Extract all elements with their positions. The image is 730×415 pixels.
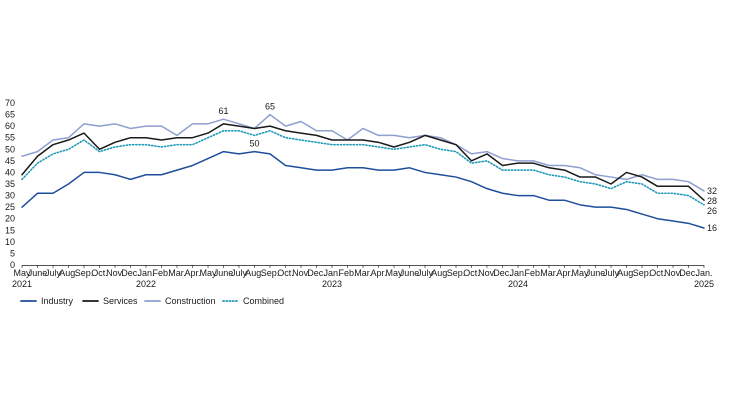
end-value-label: 26 [707, 206, 717, 216]
x-tick-label: May [385, 268, 403, 278]
x-tick-label: Aug. [59, 268, 78, 278]
x-tick-label: May [199, 268, 217, 278]
x-tick-label: Oct. [463, 268, 480, 278]
year-label: 2024 [508, 279, 528, 289]
x-tick-label: Aug. [431, 268, 450, 278]
x-tick-label: Mar. [168, 268, 186, 278]
x-tick-label: Feb. [152, 268, 170, 278]
legend-label: Industry [41, 296, 74, 306]
plot-lines [21, 113, 705, 229]
x-tick-label: Mar. [354, 268, 372, 278]
y-tick-label: 0 [10, 260, 15, 270]
x-tick-label: Jan. [323, 268, 340, 278]
y-tick-label: 10 [5, 237, 15, 247]
x-tick-label: Nov. [292, 268, 310, 278]
x-tick-label: Sep. [261, 268, 280, 278]
year-label: 2023 [322, 279, 342, 289]
end-value-label: 28 [707, 196, 717, 206]
series-line-combined [21, 129, 705, 206]
x-tick-label: Nov. [106, 268, 124, 278]
y-tick-label: 45 [5, 156, 15, 166]
x-tick-label: Nov. [664, 268, 682, 278]
x-tick-label: Jan. [509, 268, 526, 278]
x-tick-label: Apr. [556, 268, 572, 278]
x-tick-label: Aug. [617, 268, 636, 278]
y-tick-label: 60 [5, 121, 15, 131]
x-tick-label: Feb. [524, 268, 542, 278]
x-tick-label: Mar. [540, 268, 558, 278]
x-tick-label: Sep. [633, 268, 652, 278]
x-tick-label: Nov. [478, 268, 496, 278]
x-tick-label: June [214, 268, 234, 278]
x-tick-label: Oct. [649, 268, 666, 278]
y-tick-label: 70 [5, 98, 15, 108]
x-tick-label: July [603, 268, 620, 278]
x-tick-label: June [28, 268, 48, 278]
y-tick-label: 25 [5, 202, 15, 212]
end-value-label: 32 [707, 186, 717, 196]
x-axis: MayJuneJulyAug.Sep.Oct.Nov.Dec.Jan.Feb.M… [12, 265, 714, 289]
x-tick-label: May [571, 268, 589, 278]
x-tick-label: Apr. [184, 268, 200, 278]
legend: Industry Services Construction Combined [20, 296, 284, 306]
series-line-services [21, 123, 705, 201]
y-tick-label: 55 [5, 133, 15, 143]
year-label: 2021 [12, 279, 32, 289]
y-tick-label: 15 [5, 225, 15, 235]
y-tick-label: 40 [5, 167, 15, 177]
x-tick-label: Feb. [338, 268, 356, 278]
x-tick-label: July [417, 268, 434, 278]
x-tick-label: July [231, 268, 248, 278]
x-tick-label: Oct. [277, 268, 294, 278]
x-tick-label: July [45, 268, 62, 278]
end-value-label: 16 [707, 223, 717, 233]
series-line-construction [21, 113, 705, 192]
legend-label: Construction [165, 296, 216, 306]
series-line-industry [21, 150, 705, 229]
annotation-label: 61 [218, 106, 228, 116]
x-tick-label: Sep. [75, 268, 94, 278]
y-tick-label: 30 [5, 191, 15, 201]
annotation-label: 50 [249, 139, 259, 149]
year-label: 2022 [136, 279, 156, 289]
y-tick-label: 50 [5, 144, 15, 154]
annotation-label: 65 [265, 102, 275, 112]
x-tick-label: June [586, 268, 606, 278]
x-tick-label: June [400, 268, 420, 278]
x-tick-label: Jan. [695, 268, 712, 278]
x-tick-label: Jan. [137, 268, 154, 278]
x-tick-label: Dec. [307, 268, 326, 278]
x-tick-label: Apr. [370, 268, 386, 278]
y-tick-label: 5 [10, 248, 15, 258]
legend-label: Combined [243, 296, 284, 306]
x-tick-label: Oct. [91, 268, 108, 278]
legend-label: Services [103, 296, 138, 306]
x-tick-label: Sep. [447, 268, 466, 278]
year-label: 2025 [694, 279, 714, 289]
y-tick-label: 35 [5, 179, 15, 189]
y-tick-label: 65 [5, 110, 15, 120]
x-tick-label: Aug. [245, 268, 264, 278]
x-tick-label: May [13, 268, 31, 278]
x-tick-label: Dec. [121, 268, 140, 278]
x-tick-label: Dec. [679, 268, 698, 278]
y-tick-label: 20 [5, 214, 15, 224]
x-tick-label: Dec. [493, 268, 512, 278]
